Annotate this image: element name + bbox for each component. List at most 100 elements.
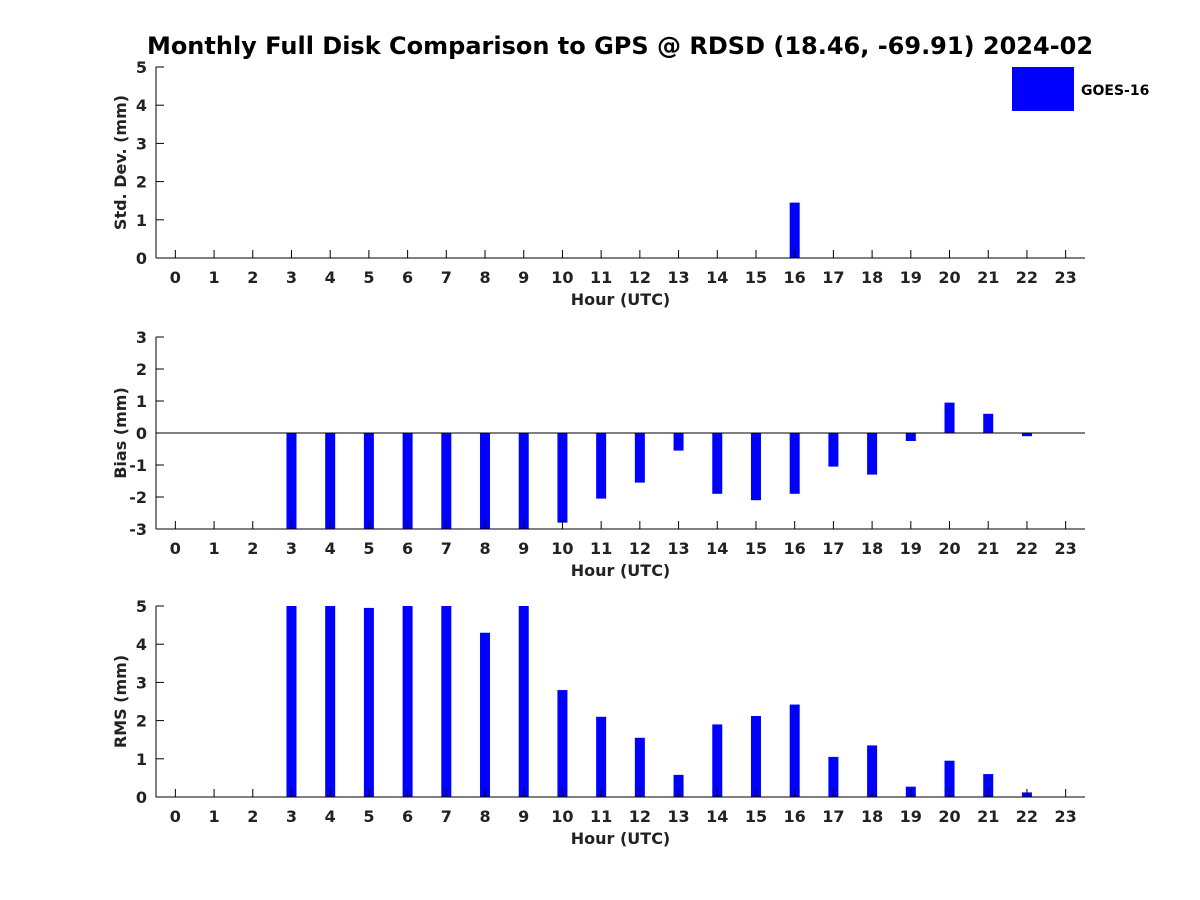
rms-x-tick-label: 10 <box>551 807 573 826</box>
std-dev-bar <box>789 202 800 258</box>
bias-x-tick-label: 4 <box>325 539 336 558</box>
bias-bar <box>1021 433 1032 437</box>
rms-x-tick-label: 6 <box>402 807 413 826</box>
std-dev-x-tick-label: 6 <box>402 268 413 287</box>
rms-bar <box>518 606 529 797</box>
rms-x-tick-label: 23 <box>1055 807 1077 826</box>
rms-x-tick-label: 11 <box>590 807 612 826</box>
legend-label: GOES-16 <box>1081 83 1149 99</box>
bias-bar <box>634 433 645 483</box>
legend-swatch <box>1012 67 1074 111</box>
bias-y-tick-label: 0 <box>136 424 147 443</box>
rms-bars <box>286 606 1032 797</box>
bias-x-tick-label: 18 <box>861 539 883 558</box>
bias-y-tick-label: -2 <box>129 488 147 507</box>
bias-y-tick-label: -3 <box>129 520 147 539</box>
bias-x-tick-label: 23 <box>1055 539 1077 558</box>
bias-bar <box>325 433 336 529</box>
bias-x-tick-label: 14 <box>706 539 728 558</box>
rms-bar <box>480 632 491 797</box>
bias-x-tick-label: 2 <box>247 539 258 558</box>
std-dev-x-tick-label: 1 <box>208 268 219 287</box>
rms-x-tick-label: 1 <box>208 807 219 826</box>
bias-bar <box>944 402 955 433</box>
rms-x-tick-label: 2 <box>247 807 258 826</box>
bias-x-tick-label: 9 <box>518 539 529 558</box>
std-dev-x-tick-label: 12 <box>629 268 651 287</box>
rms-y-axis-label: RMS (mm) <box>111 655 130 748</box>
bias-x-tick-label: 15 <box>745 539 767 558</box>
rms-x-tick-label: 8 <box>479 807 490 826</box>
bias-x-tick-label: 6 <box>402 539 413 558</box>
std-dev-x-tick-label: 21 <box>977 268 999 287</box>
bias-x-tick-label: 5 <box>363 539 374 558</box>
rms-bar <box>363 607 374 797</box>
std-dev-x-tick-label: 5 <box>363 268 374 287</box>
rms-bar <box>750 716 761 797</box>
bias-bar <box>441 433 452 529</box>
std-dev-x-tick-label: 3 <box>286 268 297 287</box>
rms-y-tick-label: 1 <box>136 750 147 769</box>
rms-x-tick-label: 13 <box>667 807 689 826</box>
bias-bar <box>596 433 607 499</box>
rms-bar <box>712 724 723 797</box>
std-dev-x-tick-label: 20 <box>938 268 960 287</box>
rms-bar <box>325 606 336 797</box>
rms-x-tick-label: 19 <box>900 807 922 826</box>
rms-x-tick-label: 15 <box>745 807 767 826</box>
std-dev-y-axis-label: Std. Dev. (mm) <box>111 95 130 230</box>
bias-x-tick-label: 7 <box>441 539 452 558</box>
std-dev-x-tick-label: 11 <box>590 268 612 287</box>
bias-x-tick-label: 12 <box>629 539 651 558</box>
rms-x-tick-label: 21 <box>977 807 999 826</box>
rms-x-tick-label: 4 <box>325 807 336 826</box>
rms-bar <box>944 760 955 797</box>
bias-x-tick-label: 16 <box>784 539 806 558</box>
bias-bar <box>867 433 878 475</box>
rms-bar <box>789 704 800 797</box>
bias-bar <box>712 433 723 494</box>
std-dev-x-axis-label: Hour (UTC) <box>571 290 671 309</box>
bias-bars <box>286 402 1032 529</box>
bias-bar <box>480 433 491 529</box>
bias-x-axis-label: Hour (UTC) <box>571 561 671 580</box>
rms-x-tick-label: 20 <box>938 807 960 826</box>
bias-x-tick-label: 8 <box>479 539 490 558</box>
std-dev-y-tick-label: 1 <box>136 211 147 230</box>
bias-y-tick-label: 2 <box>136 360 147 379</box>
bias-x-tick-label: 17 <box>822 539 844 558</box>
rms-x-tick-label: 3 <box>286 807 297 826</box>
std-dev-x-tick-label: 13 <box>667 268 689 287</box>
bias-x-tick-label: 22 <box>1016 539 1038 558</box>
std-dev-x-tick-label: 19 <box>900 268 922 287</box>
rms-y-tick-label: 0 <box>136 788 147 807</box>
rms-x-tick-label: 18 <box>861 807 883 826</box>
rms-bar <box>557 690 568 797</box>
bias-y-tick-label: -1 <box>129 456 147 475</box>
legend: GOES-16 <box>1012 67 1149 111</box>
rms-x-tick-label: 17 <box>822 807 844 826</box>
std-dev-y-tick-label: 0 <box>136 249 147 268</box>
bias-bar <box>789 433 800 494</box>
std-dev-bars <box>789 202 800 258</box>
std-dev-x-tick-label: 18 <box>861 268 883 287</box>
bias-bar <box>402 433 413 529</box>
bias-bar <box>828 433 839 467</box>
bias-x-tick-label: 19 <box>900 539 922 558</box>
rms-bar <box>286 606 297 797</box>
rms-x-tick-label: 5 <box>363 807 374 826</box>
std-dev-x-tick-label: 16 <box>784 268 806 287</box>
bias-x-tick-label: 1 <box>208 539 219 558</box>
bias-y-tick-label: 3 <box>136 328 147 347</box>
rms-bar <box>867 745 878 797</box>
std-dev-x-tick-label: 14 <box>706 268 728 287</box>
rms-bar <box>634 737 645 797</box>
bias-y-tick-label: 1 <box>136 392 147 411</box>
rms-bar <box>402 606 413 797</box>
bias-x-tick-label: 0 <box>170 539 181 558</box>
rms-x-tick-label: 14 <box>706 807 728 826</box>
rms-y-tick-label: 2 <box>136 712 147 731</box>
